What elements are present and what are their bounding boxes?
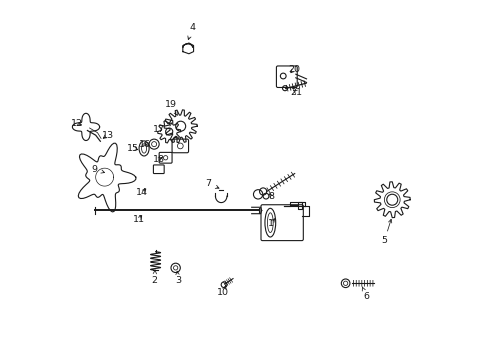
Text: 18: 18 xyxy=(153,155,165,164)
Text: 11: 11 xyxy=(132,215,144,224)
Text: 2: 2 xyxy=(151,270,157,285)
Ellipse shape xyxy=(139,141,149,156)
Text: 4: 4 xyxy=(187,23,195,40)
Text: 15: 15 xyxy=(127,144,139,153)
FancyBboxPatch shape xyxy=(172,139,188,153)
FancyBboxPatch shape xyxy=(276,66,297,87)
Ellipse shape xyxy=(264,208,275,237)
Text: 1: 1 xyxy=(268,219,274,228)
Text: 10: 10 xyxy=(217,285,228,297)
Text: 5: 5 xyxy=(381,219,391,246)
Text: 3: 3 xyxy=(175,271,181,285)
FancyBboxPatch shape xyxy=(261,205,303,240)
Text: 12: 12 xyxy=(71,119,82,128)
Ellipse shape xyxy=(142,144,146,153)
Text: 17: 17 xyxy=(153,123,172,134)
Text: 21: 21 xyxy=(290,87,302,96)
FancyBboxPatch shape xyxy=(153,165,164,174)
Ellipse shape xyxy=(267,213,273,233)
Text: 8: 8 xyxy=(268,192,274,201)
Text: 13: 13 xyxy=(101,131,113,140)
Text: 20: 20 xyxy=(287,65,299,74)
Text: 14: 14 xyxy=(136,188,148,197)
Text: 16: 16 xyxy=(139,140,150,149)
Text: 19: 19 xyxy=(164,100,177,115)
Text: 9: 9 xyxy=(91,165,104,174)
Text: 7: 7 xyxy=(205,179,219,188)
Text: 6: 6 xyxy=(362,287,368,301)
FancyBboxPatch shape xyxy=(159,152,172,163)
